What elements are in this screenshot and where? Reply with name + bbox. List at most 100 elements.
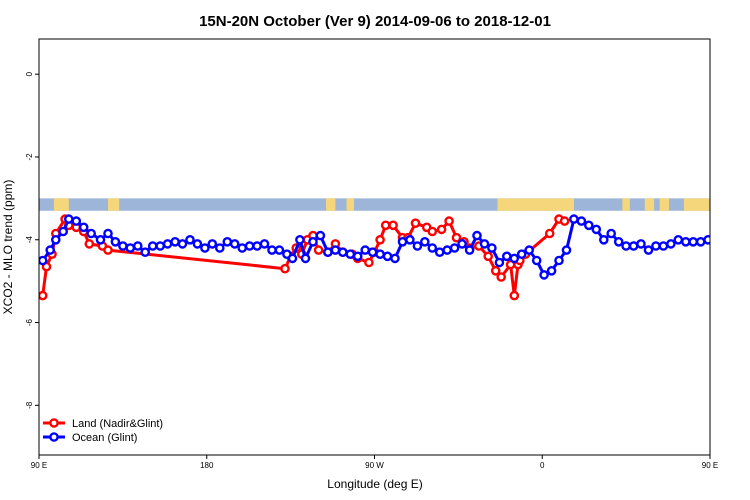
- data-point: [155, 241, 165, 251]
- data-point: [375, 234, 385, 245]
- data-point: [516, 249, 527, 259]
- data-point: [643, 245, 654, 255]
- data-point: [39, 255, 48, 266]
- data-point: [405, 234, 415, 245]
- y-tick-label: -8: [25, 401, 34, 409]
- data-point: [39, 290, 48, 301]
- data-point: [192, 239, 203, 249]
- data-point: [449, 243, 460, 253]
- data-point: [539, 270, 549, 280]
- y-tick-label: -6: [25, 318, 34, 326]
- data-point: [561, 245, 572, 255]
- data-point: [214, 243, 225, 253]
- series-ocean: [39, 214, 710, 280]
- x-tick-label: 90 E: [31, 461, 47, 470]
- data-point: [345, 249, 356, 259]
- x-axis-label: Longitude (deg E): [327, 477, 422, 491]
- data-point: [244, 241, 255, 251]
- data-point: [170, 236, 180, 247]
- data-point: [628, 241, 639, 251]
- data-point: [380, 220, 391, 231]
- data-point: [457, 239, 467, 249]
- data-point: [162, 239, 173, 249]
- data-point: [681, 236, 691, 247]
- data-point: [544, 228, 555, 239]
- data-point: [229, 239, 240, 249]
- map-land-patch: [497, 198, 574, 211]
- data-point: [222, 236, 233, 247]
- data-point: [496, 272, 507, 282]
- data-point: [147, 241, 158, 251]
- data-point: [410, 218, 421, 228]
- data-point: [313, 245, 324, 255]
- x-tick-label: 180: [200, 461, 214, 470]
- data-point: [658, 241, 669, 251]
- series-layer: [39, 214, 710, 301]
- data-point: [200, 243, 210, 253]
- data-point: [300, 253, 311, 264]
- data-point: [259, 239, 270, 249]
- data-point: [494, 257, 505, 268]
- x-tick-label: 0: [540, 461, 545, 470]
- data-point: [444, 216, 454, 226]
- data-point: [132, 241, 143, 251]
- data-point: [388, 220, 398, 231]
- data-point: [125, 243, 136, 253]
- data-point: [267, 245, 277, 255]
- map-land-patch: [346, 198, 354, 211]
- data-point: [382, 251, 393, 262]
- map-strip: [39, 198, 710, 211]
- chart-title: 15N-20N October (Ver 9) 2014-09-06 to 20…: [199, 13, 551, 30]
- legend-swatch-marker: [49, 432, 59, 442]
- data-point: [71, 216, 82, 226]
- data-point: [554, 255, 564, 266]
- data-point: [252, 241, 262, 251]
- data-point: [397, 236, 408, 247]
- data-point: [110, 236, 121, 247]
- map-land-patch: [53, 198, 69, 211]
- data-point: [451, 232, 462, 243]
- data-point: [546, 265, 557, 276]
- data-point: [295, 234, 305, 245]
- data-point: [207, 239, 218, 249]
- data-point: [185, 234, 195, 245]
- data-point: [487, 243, 497, 253]
- map-land-patch: [644, 198, 655, 211]
- data-point: [51, 234, 61, 245]
- data-point: [274, 245, 285, 255]
- map-land-patch: [107, 198, 120, 211]
- data-point: [509, 290, 520, 301]
- x-axis: 90 E 180 90 W 0 90 E: [31, 455, 718, 470]
- data-point: [140, 247, 150, 257]
- legend-swatch-marker: [49, 418, 59, 428]
- y-axis-label: XCO2 - MLO trend (ppm): [1, 180, 15, 315]
- data-point: [280, 263, 290, 274]
- data-point: [651, 241, 661, 251]
- data-point: [58, 226, 69, 237]
- y-axis: 0 -2 -4 -6 -8: [25, 71, 39, 409]
- legend: Land (Nadir&Glint) Ocean (Glint): [43, 418, 163, 444]
- data-point: [559, 216, 570, 226]
- data-point: [84, 239, 95, 249]
- data-point: [103, 228, 113, 239]
- data-point: [584, 220, 594, 231]
- data-point: [323, 247, 333, 257]
- data-point: [419, 236, 430, 247]
- data-point: [483, 251, 494, 262]
- data-point: [531, 255, 542, 266]
- data-point: [337, 247, 348, 257]
- data-point: [360, 245, 371, 255]
- data-point: [509, 253, 520, 264]
- data-point: [427, 243, 438, 253]
- map-ocean-band: [39, 198, 710, 211]
- legend-label: Ocean (Glint): [72, 432, 137, 444]
- data-point: [330, 245, 341, 255]
- data-point: [86, 228, 96, 239]
- map-land-patch: [326, 198, 336, 211]
- data-point: [666, 239, 676, 249]
- y-tick-label: -4: [25, 236, 34, 244]
- data-point: [591, 224, 602, 235]
- data-point: [606, 228, 617, 239]
- data-point: [688, 236, 699, 247]
- data-point: [479, 239, 490, 249]
